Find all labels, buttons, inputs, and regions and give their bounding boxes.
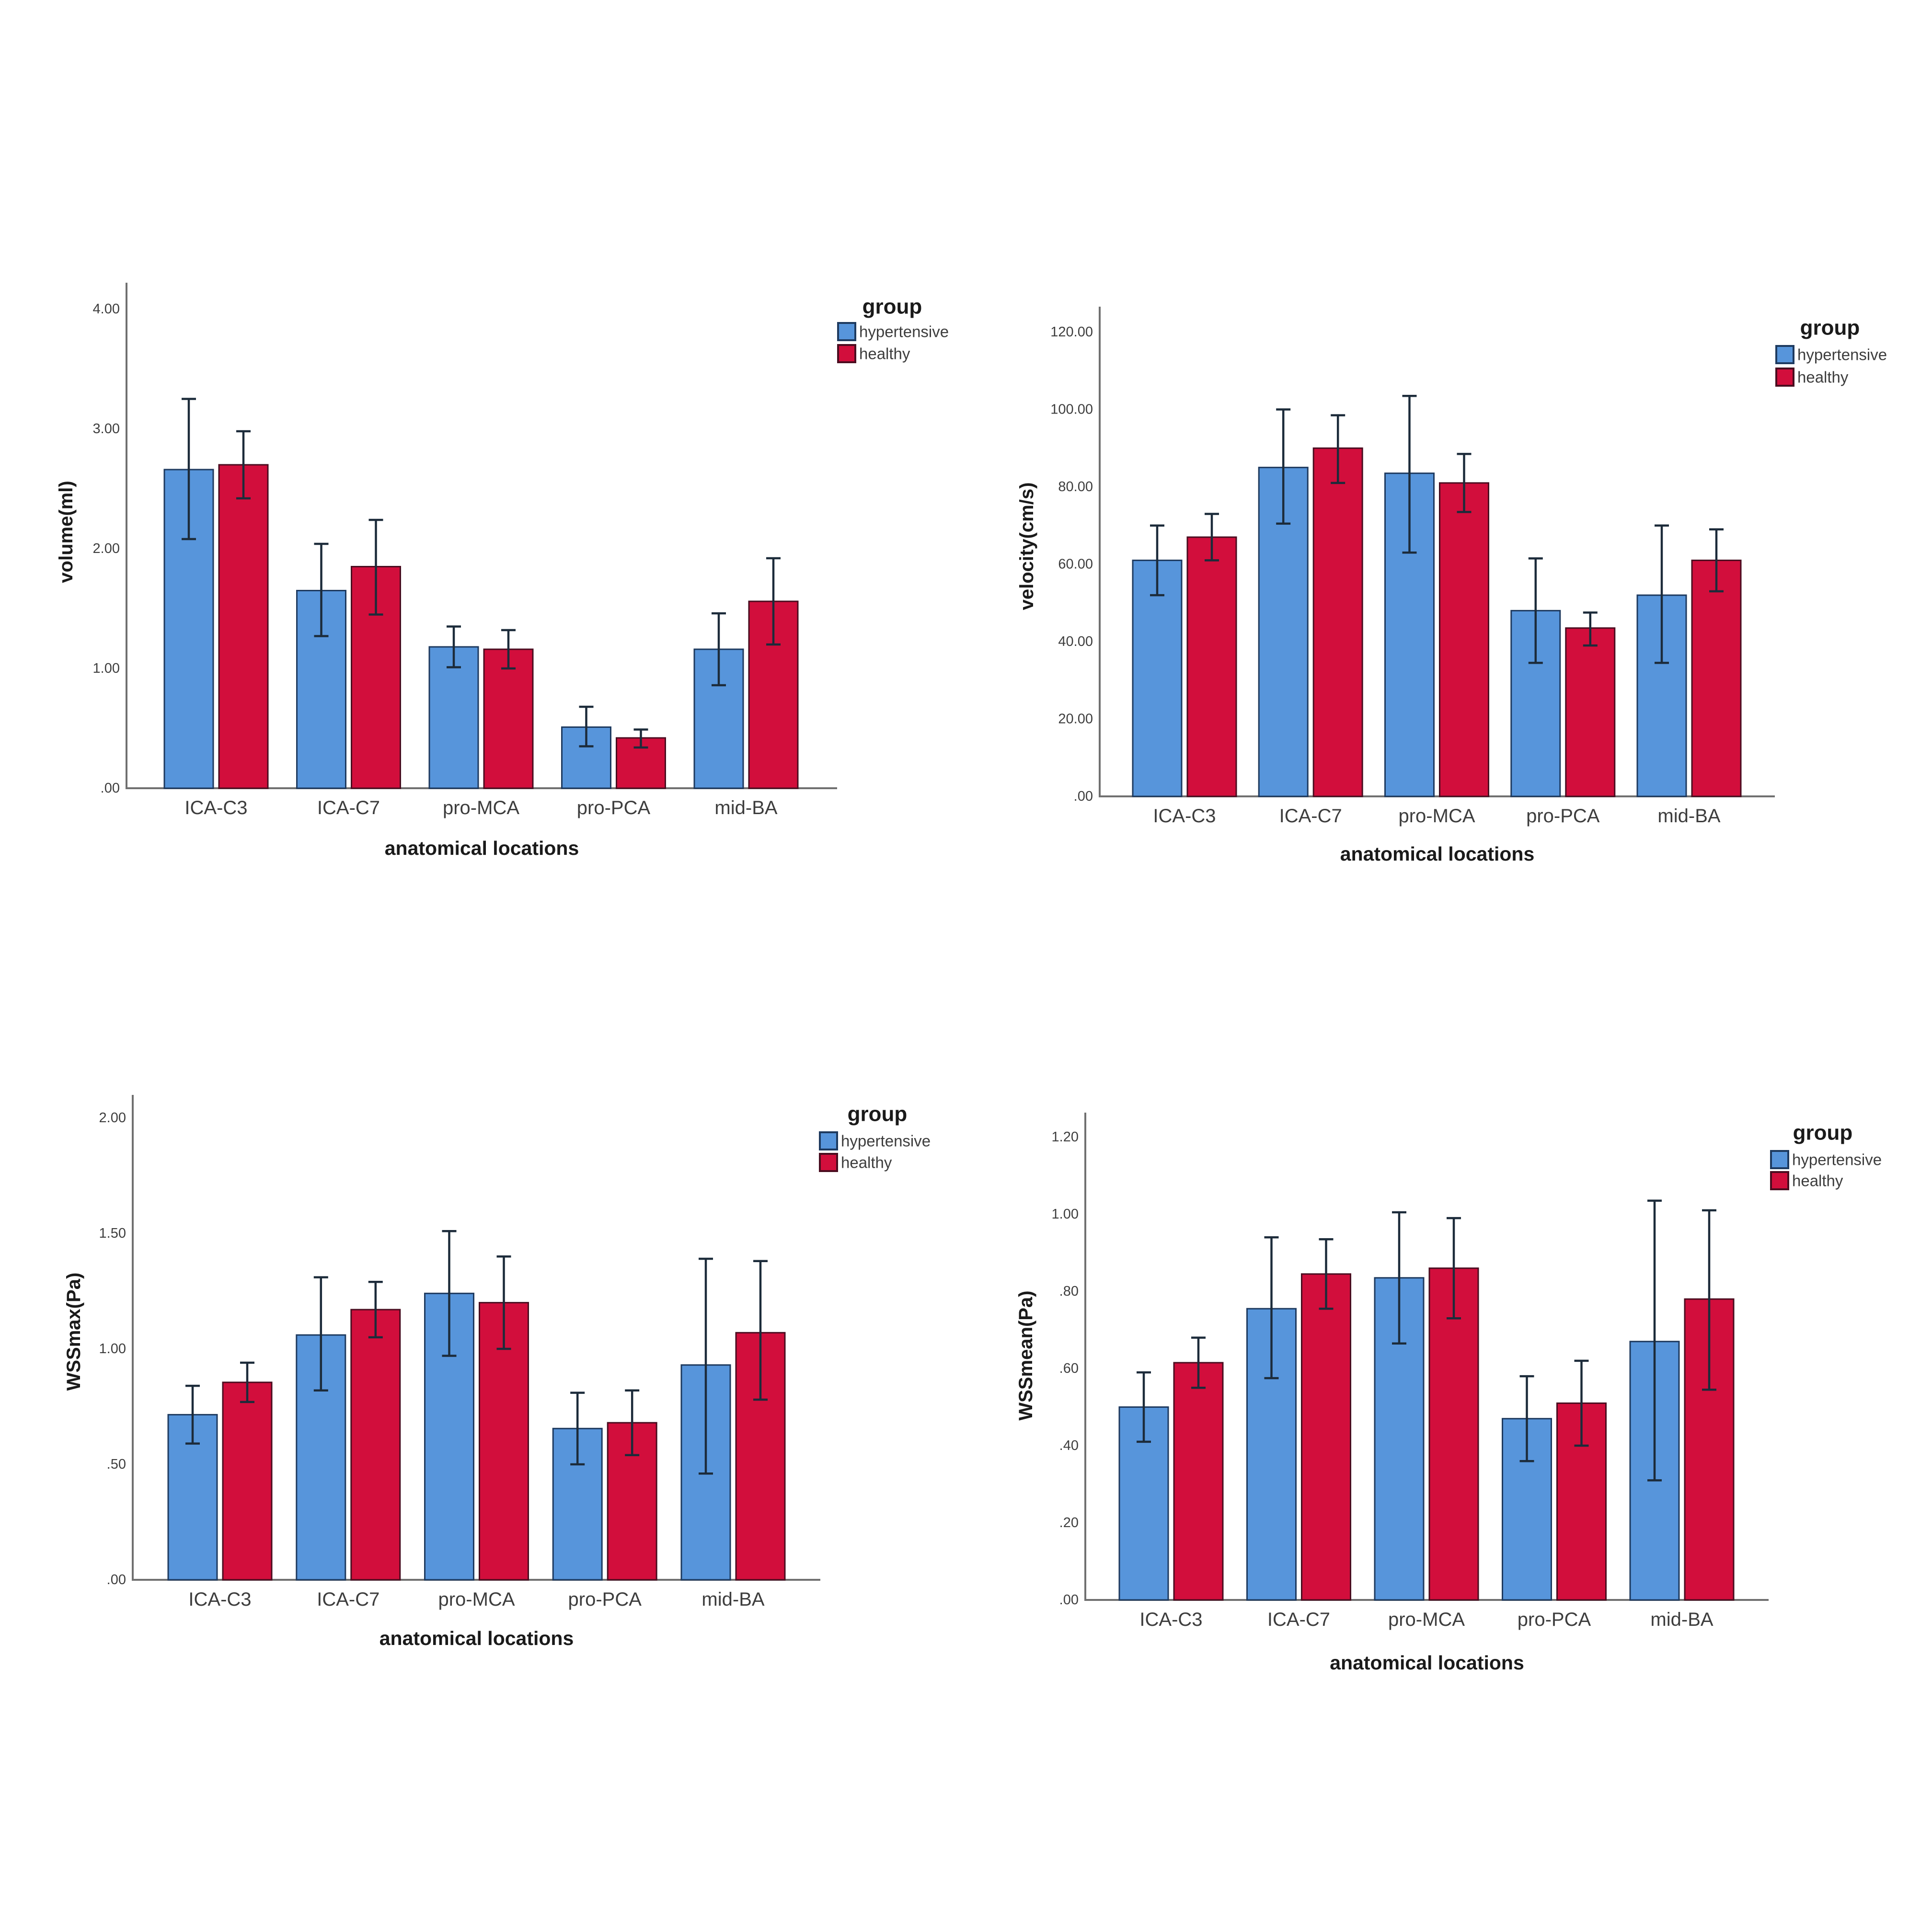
svg-text:hypertensive: hypertensive: [1797, 346, 1887, 364]
svg-text:anatomical locations: anatomical locations: [380, 1627, 574, 1649]
svg-text:ICA-C3: ICA-C3: [188, 1589, 251, 1610]
svg-text:hypertensive: hypertensive: [859, 323, 949, 341]
svg-text:anatomical locations: anatomical locations: [1340, 843, 1535, 865]
svg-text:group: group: [862, 295, 922, 319]
svg-text:20.00: 20.00: [1058, 712, 1093, 727]
svg-text:1.00: 1.00: [1052, 1207, 1079, 1222]
svg-text:group: group: [1793, 1121, 1853, 1145]
svg-text:pro-MCA: pro-MCA: [438, 1589, 515, 1610]
svg-text:pro-MCA: pro-MCA: [443, 797, 519, 818]
svg-text:pro-MCA: pro-MCA: [1388, 1609, 1465, 1630]
svg-text:mid-BA: mid-BA: [1657, 805, 1720, 827]
svg-text:volume(ml): volume(ml): [56, 481, 77, 583]
svg-text:WSSmax(Pa): WSSmax(Pa): [63, 1273, 84, 1391]
svg-text:.60: .60: [1059, 1361, 1079, 1376]
svg-text:ICA-C7: ICA-C7: [317, 1589, 380, 1610]
svg-text:healthy: healthy: [1792, 1172, 1843, 1190]
svg-text:ICA-C7: ICA-C7: [1279, 805, 1342, 827]
svg-text:2.00: 2.00: [93, 541, 120, 556]
svg-text:1.20: 1.20: [1052, 1129, 1079, 1145]
svg-text:pro-PCA: pro-PCA: [577, 797, 651, 818]
svg-text:2.00: 2.00: [99, 1110, 126, 1126]
svg-text:.00: .00: [1059, 1592, 1079, 1608]
svg-text:hypertensive: hypertensive: [841, 1132, 931, 1150]
svg-text:pro-PCA: pro-PCA: [568, 1589, 642, 1610]
svg-text:3.00: 3.00: [93, 421, 120, 437]
svg-text:1.00: 1.00: [99, 1341, 126, 1357]
svg-text:.50: .50: [107, 1457, 126, 1472]
svg-text:80.00: 80.00: [1058, 479, 1093, 494]
svg-text:hypertensive: hypertensive: [1792, 1151, 1882, 1169]
svg-text:healthy: healthy: [841, 1154, 892, 1172]
svg-text:healthy: healthy: [1797, 368, 1849, 386]
svg-text:healthy: healthy: [859, 345, 910, 363]
svg-text:.00: .00: [107, 1572, 126, 1587]
svg-text:anatomical locations: anatomical locations: [1330, 1652, 1524, 1674]
svg-text:pro-PCA: pro-PCA: [1526, 805, 1600, 827]
svg-text:ICA-C7: ICA-C7: [1267, 1609, 1330, 1630]
svg-text:.00: .00: [1074, 789, 1093, 804]
svg-text:pro-PCA: pro-PCA: [1518, 1609, 1591, 1630]
svg-text:120.00: 120.00: [1050, 324, 1093, 340]
svg-text:40.00: 40.00: [1058, 634, 1093, 649]
svg-text:.80: .80: [1059, 1284, 1079, 1299]
svg-text:.40: .40: [1059, 1438, 1079, 1453]
svg-text:mid-BA: mid-BA: [714, 797, 777, 818]
svg-text:4.00: 4.00: [93, 301, 120, 317]
svg-text:ICA-C3: ICA-C3: [184, 797, 247, 818]
svg-text:anatomical locations: anatomical locations: [385, 837, 579, 859]
svg-text:ICA-C7: ICA-C7: [317, 797, 380, 818]
svg-text:.20: .20: [1059, 1515, 1079, 1530]
svg-text:mid-BA: mid-BA: [702, 1589, 764, 1610]
svg-text:100.00: 100.00: [1050, 402, 1093, 417]
svg-text:velocity(cm/s): velocity(cm/s): [1016, 483, 1037, 610]
svg-text:mid-BA: mid-BA: [1650, 1609, 1713, 1630]
svg-text:60.00: 60.00: [1058, 557, 1093, 572]
svg-text:group: group: [848, 1103, 908, 1126]
svg-text:pro-MCA: pro-MCA: [1398, 805, 1475, 827]
svg-text:ICA-C3: ICA-C3: [1153, 805, 1216, 827]
svg-text:1.00: 1.00: [93, 661, 120, 676]
svg-text:ICA-C3: ICA-C3: [1139, 1609, 1202, 1630]
svg-text:.00: .00: [101, 781, 120, 796]
svg-text:1.50: 1.50: [99, 1226, 126, 1241]
svg-text:WSSmean(Pa): WSSmean(Pa): [1015, 1290, 1036, 1420]
svg-text:group: group: [1800, 316, 1860, 340]
